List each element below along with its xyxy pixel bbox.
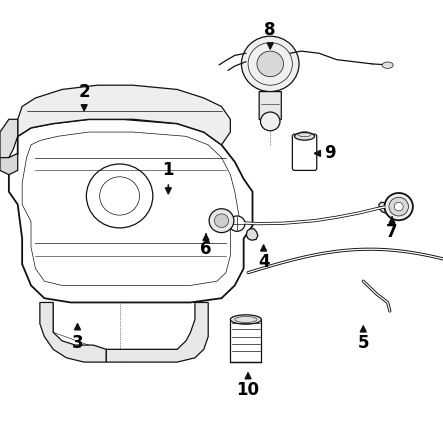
Polygon shape [0, 119, 18, 158]
Polygon shape [0, 153, 18, 175]
Circle shape [394, 202, 403, 211]
Circle shape [209, 209, 234, 233]
Circle shape [385, 193, 413, 220]
Text: 8: 8 [264, 21, 276, 49]
Polygon shape [18, 85, 230, 145]
Polygon shape [246, 229, 258, 240]
Ellipse shape [230, 315, 261, 324]
Text: 6: 6 [200, 234, 212, 258]
Circle shape [241, 36, 299, 92]
FancyBboxPatch shape [292, 134, 317, 170]
Polygon shape [9, 119, 253, 302]
Circle shape [229, 216, 245, 231]
Text: 2: 2 [78, 83, 90, 110]
Polygon shape [40, 302, 106, 362]
Circle shape [257, 51, 284, 77]
Text: 9: 9 [315, 144, 336, 162]
Text: 4: 4 [258, 245, 269, 271]
Text: 1: 1 [163, 161, 174, 193]
Text: 7: 7 [386, 217, 398, 241]
Text: 10: 10 [237, 373, 260, 399]
Ellipse shape [295, 132, 315, 140]
Polygon shape [259, 92, 281, 121]
Text: 5: 5 [358, 326, 369, 352]
Circle shape [260, 112, 280, 131]
Circle shape [214, 214, 229, 227]
Polygon shape [106, 302, 208, 362]
Text: 3: 3 [72, 324, 83, 352]
Circle shape [389, 197, 408, 216]
Ellipse shape [382, 62, 393, 68]
FancyBboxPatch shape [230, 320, 261, 362]
Polygon shape [379, 202, 391, 213]
